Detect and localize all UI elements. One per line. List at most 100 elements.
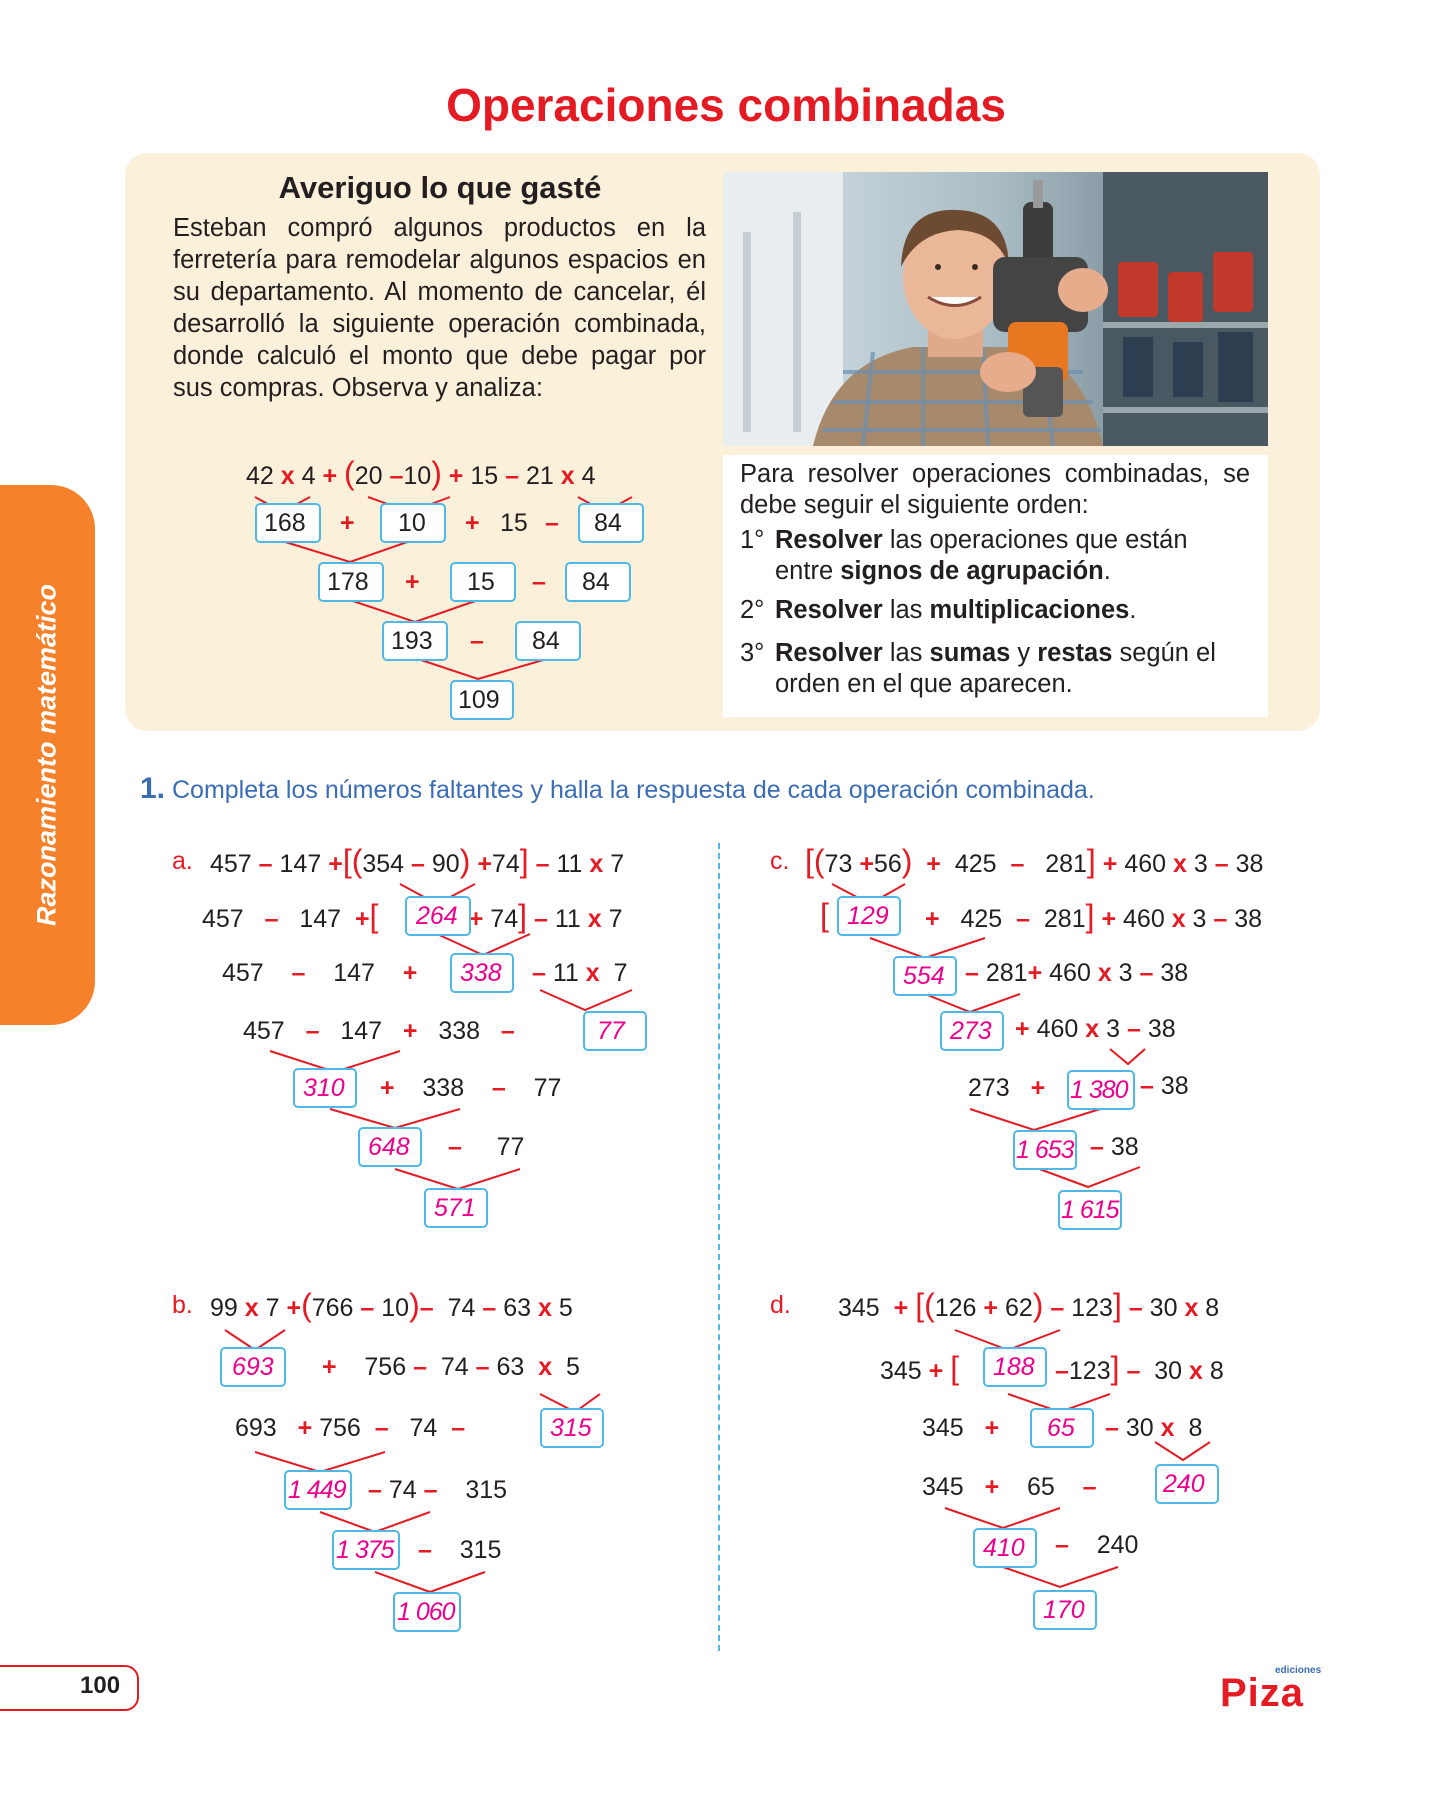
answer-box (1155, 1464, 1219, 1504)
answer-box (983, 1347, 1047, 1387)
answer-value: 188 (993, 1353, 1035, 1381)
answer-box (220, 1347, 286, 1387)
rule-3-number: 3° (740, 639, 765, 667)
exercise-instruction: 1. Completa los números faltantes y hall… (140, 772, 1095, 805)
example-result: 178 (327, 568, 369, 596)
side-tab (0, 485, 95, 1025)
answer-value: 170 (1043, 1596, 1085, 1624)
exercise-d-row-2: 345 + [ (880, 1350, 960, 1386)
exercise-d-row-3: 345 + (922, 1414, 1000, 1442)
answer-value: 1 060 (397, 1598, 456, 1626)
answer-value: 1 449 (288, 1476, 347, 1504)
exercise-a-label: a. (172, 847, 193, 875)
exercise-c-row-4: + 460 x 3 – 38 (1015, 1015, 1176, 1043)
intro-heading: Averiguo lo que gasté (278, 170, 602, 205)
example-result-box (380, 503, 446, 543)
column-divider (718, 843, 720, 1651)
answer-value: 310 (303, 1074, 345, 1102)
rule-2-text: Resolver las multiplicaciones. (775, 596, 1137, 624)
example-result-box (318, 562, 384, 602)
exercise-a-row-3: 457 – 147 + (222, 959, 418, 987)
example-operator: – (470, 627, 484, 655)
rule-3-text: Resolver las sumas y restas según el ord… (775, 639, 1216, 698)
exercise-a-row-3b: – 11 x 7 (532, 959, 628, 987)
page-number: 100 (80, 1672, 121, 1699)
exercise-b-row-5: – 315 (418, 1536, 502, 1564)
answer-value: 571 (434, 1194, 476, 1222)
answer-value: 1 615 (1061, 1196, 1120, 1224)
exercise-a-row-5: + 338 – 77 (380, 1074, 562, 1102)
answer-value: 554 (903, 962, 945, 990)
answer-box (1067, 1070, 1135, 1110)
answer-box (358, 1127, 422, 1167)
answer-box (284, 1470, 352, 1510)
answer-value: 693 (232, 1353, 274, 1381)
answer-box (393, 1592, 461, 1632)
answer-box (424, 1188, 488, 1228)
answer-box (1033, 1590, 1097, 1630)
exercise-b-row-3: 693 + 756 – 74 – (235, 1414, 466, 1442)
example-result: 10 (398, 509, 426, 537)
example-result-box (450, 562, 516, 602)
example-operator: – (532, 568, 546, 596)
answer-box (1030, 1408, 1094, 1448)
answer-value: 315 (550, 1414, 592, 1442)
logo-main-text: Piza (1220, 1671, 1305, 1715)
answer-value: 65 (1047, 1414, 1075, 1442)
answer-value: 1 375 (336, 1536, 395, 1564)
answer-value: 129 (847, 902, 889, 930)
answer-box (1058, 1190, 1122, 1230)
exercise-b-row-1: 99 x 7 +(766 – 10)– 74 – 63 x 5 (210, 1287, 573, 1323)
exercise-b-label: b. (172, 1291, 193, 1319)
example-final-box (450, 680, 514, 720)
answer-box (837, 896, 901, 936)
exercise-a-row-1: 457 – 147 +[(354 – 90) +74] – 11 x 7 (210, 843, 625, 879)
exercise-d-row-4: 345 + 65 – (922, 1473, 1097, 1501)
answer-box (332, 1530, 400, 1570)
page-number-tab (0, 1665, 139, 1711)
exercise-c-row-3: – 281+ 460 x 3 – 38 (965, 959, 1189, 987)
exercise-d-row-3b: – 30 x 8 (1105, 1414, 1203, 1442)
rule-2-number: 2° (740, 596, 765, 624)
answer-value: 273 (950, 1017, 992, 1045)
exercise-a-row-6: – 77 (448, 1133, 525, 1161)
exercise-a-row-2: 457 – 147 +[ + 74] – 11 x 7 (202, 898, 623, 934)
example-result: 84 (582, 568, 610, 596)
logo-small-text: ediciones (1275, 1665, 1322, 1676)
answer-box (973, 1528, 1037, 1568)
example-result-box (255, 503, 321, 543)
exercise-b-row-4: – 74 – 315 (368, 1476, 508, 1504)
example-result-box (565, 562, 631, 602)
answer-value: 410 (983, 1534, 1025, 1562)
exercise-c-row-2: + 425 – 281] + 460 x 3 – 38 (925, 898, 1263, 934)
page-title: Operaciones combinadas (446, 79, 1006, 131)
example-operator: + (465, 509, 480, 537)
example-number: 15 (500, 509, 528, 537)
hardware-store-photo (723, 172, 1268, 446)
example-final-result: 109 (458, 686, 500, 714)
example-result: 84 (594, 509, 622, 537)
rule-1-text: Resolver las operaciones que están entre… (775, 526, 1188, 585)
rules-intro: Para resolver operaciones combinadas, se… (740, 460, 1250, 519)
exercise-c-row-5b: – 38 (1140, 1072, 1189, 1100)
exercise-a-row-4: 457 – 147 + 338 – (243, 1017, 515, 1045)
rule-1-number: 1° (740, 526, 765, 554)
answer-value: 264 (416, 902, 458, 930)
answer-box (450, 953, 514, 993)
answer-box (583, 1011, 647, 1051)
exercise-b-row-2: + 756 – 74 – 63 x 5 (322, 1353, 580, 1381)
answer-value: 1 380 (1070, 1076, 1129, 1104)
bracket-open: [ (820, 897, 829, 933)
example-result: 15 (467, 568, 495, 596)
exercise-d-label: d. (770, 1291, 791, 1319)
example-expression: 42 x 4 + (20 –10) + 15 – 21 x 4 (246, 455, 596, 491)
exercise-d-row-5: – 240 (1055, 1531, 1139, 1559)
answer-box (293, 1068, 357, 1108)
exercise-c-label: c. (770, 847, 790, 875)
example-operator: – (545, 509, 559, 537)
example-result-box (382, 621, 448, 661)
answer-value: 648 (368, 1133, 410, 1161)
example-result: 193 (391, 627, 433, 655)
example-result-box (515, 621, 581, 661)
exercise-d-row-2b: –123] – 30 x 8 (1055, 1350, 1224, 1386)
